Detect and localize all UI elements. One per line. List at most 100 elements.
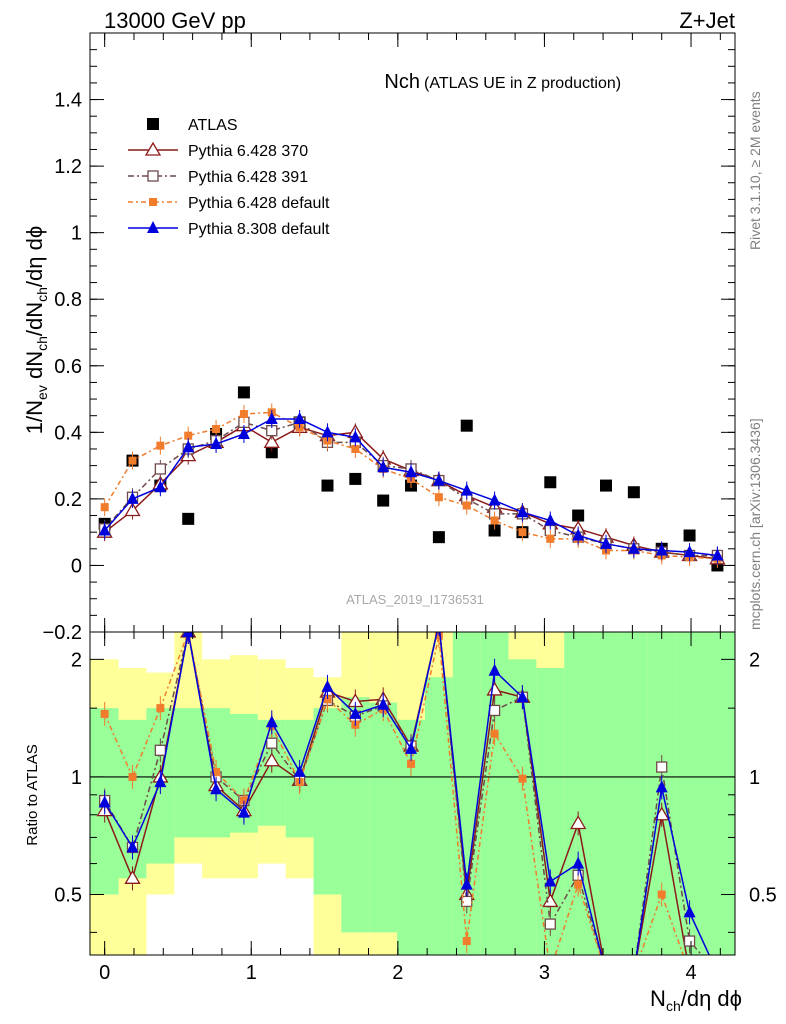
main-point: [627, 541, 640, 554]
main-point: [321, 425, 334, 438]
main-point: [210, 436, 223, 449]
ratio-point: [601, 968, 611, 978]
legend-label: Pythia 8.308 default: [188, 221, 330, 238]
main-point: [237, 386, 250, 399]
legend-marker: [144, 141, 162, 156]
legend-label: Pythia 6.428 default: [188, 195, 330, 212]
ratio-point: [627, 966, 641, 978]
energy-label: 13000 GeV pp: [104, 8, 246, 33]
ratio-point: [600, 966, 612, 978]
ratio-y-tick-label: 1: [71, 767, 82, 789]
ratio-point: [349, 706, 362, 719]
process-label: Z+Jet: [679, 8, 735, 33]
main-point: [98, 523, 111, 536]
main-y-tick-label: −0.2: [43, 622, 82, 644]
main-point: [265, 446, 278, 459]
main-point: [156, 441, 165, 450]
ratio-point: [574, 880, 583, 889]
main-point: [572, 509, 585, 522]
ratio-point: [293, 764, 306, 777]
main-frame: [89, 32, 736, 633]
ratio-band-inner: [592, 632, 620, 955]
ratio-point: [265, 715, 278, 728]
main-point: [377, 460, 390, 473]
ratio-point: [628, 966, 640, 978]
ratio-point: [182, 632, 195, 637]
main-point: [627, 486, 640, 499]
ratio-panel: 0.5 0.5 1 1 2 2 0 1 2 3 4 Ratio to ATLAS Nch/dη dϕ: [24, 617, 777, 1014]
main-y-tick-label: 0.4: [54, 422, 82, 444]
main-point: [432, 531, 445, 544]
ratio-y-tick-label-right: 0.5: [749, 885, 777, 907]
ratio-band-inner: [424, 677, 453, 955]
main-point: [683, 529, 696, 542]
ratio-point: [212, 767, 221, 776]
ratio-point: [488, 663, 501, 676]
main-panel: −0.2 0 0.2 0.4 0.6 0.8 1 1.2 1.4 Nch (ATLAS UE i…: [22, 32, 736, 644]
ratio-point: [377, 697, 390, 710]
ratio-point: [407, 759, 416, 768]
ratio-point: [490, 729, 499, 738]
main-point: [462, 501, 471, 510]
ratio-point: [432, 617, 446, 629]
main-point: [349, 430, 362, 443]
main-y-tick-label: 0.2: [54, 489, 82, 511]
main-point: [600, 479, 612, 492]
ratio-y-tick-label: 0.5: [54, 885, 82, 907]
main-title: Nch: [384, 71, 420, 93]
ratio-point: [488, 704, 501, 717]
legend-marker: [147, 118, 159, 130]
ratio-y-axis-label: Ratio to ATLAS: [24, 744, 41, 845]
ratio-point: [683, 935, 696, 947]
ratio-point: [656, 761, 668, 773]
ratio-point: [655, 780, 668, 793]
ratio-point: [657, 890, 666, 899]
main-point: [182, 512, 195, 525]
ratio-band-inner: [174, 708, 203, 838]
main-point: [349, 472, 362, 485]
main-point: [377, 494, 390, 507]
main-point: [490, 516, 499, 525]
main-point: [488, 524, 501, 537]
ratio-x-tick-label: 3: [539, 962, 550, 984]
ratio-y-tick-label: 2: [71, 649, 82, 671]
main-point: [351, 444, 360, 453]
main-point: [265, 412, 278, 425]
ratio-point: [713, 969, 721, 977]
ratio-point: [98, 795, 111, 808]
ratio-x-tick-label: 1: [246, 962, 257, 984]
main-point: [600, 536, 612, 549]
main-y-tick-label: 1.4: [54, 90, 82, 112]
ratio-point: [124, 870, 141, 884]
ratio-point: [433, 617, 445, 629]
main-series-4: [98, 410, 724, 565]
main-point: [182, 440, 195, 453]
main-y-tick-label: 1: [71, 223, 82, 245]
main-y-tick-label: 0.8: [54, 289, 82, 311]
ratio-point: [711, 966, 723, 978]
main-point: [572, 528, 585, 541]
main-point: [212, 425, 221, 434]
main-point: [546, 534, 555, 543]
ratio-point: [683, 905, 696, 918]
main-point: [321, 479, 334, 492]
ratio-plot-area: 0.5 0.5 1 1 2 2 0 1 2 3 4: [54, 617, 777, 984]
ratio-x-tick-label: 0: [99, 962, 110, 984]
main-point: [683, 545, 696, 558]
main-point: [154, 463, 167, 475]
ratio-point: [239, 796, 248, 805]
main-point: [655, 543, 668, 556]
main-point: [460, 419, 473, 432]
watermark: ATLAS_2019_I1736531: [346, 592, 484, 607]
main-point: [544, 476, 557, 489]
main-point: [488, 493, 501, 506]
main-point: [460, 483, 473, 496]
ratio-point: [156, 704, 165, 713]
ratio-point: [263, 752, 280, 767]
ratio-band-inner: [313, 708, 342, 895]
main-y-tick-label: 0: [71, 555, 82, 577]
ratio-x-tick-label: 2: [392, 962, 403, 984]
ratio-clipped-content: [90, 617, 735, 978]
main-point: [263, 434, 280, 448]
ratio-point: [266, 737, 278, 749]
